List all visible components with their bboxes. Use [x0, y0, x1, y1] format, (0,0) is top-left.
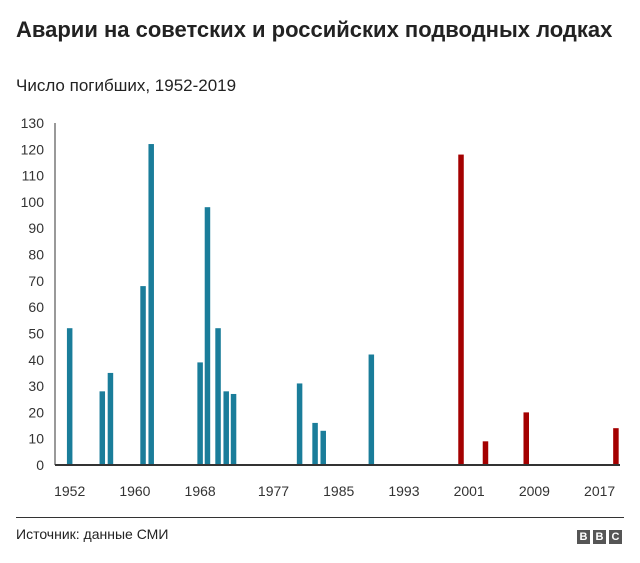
bar-soviet-9: [230, 393, 237, 465]
y-tick-label: 30: [28, 378, 44, 394]
x-tick-label: 1977: [258, 483, 289, 499]
bar-soviet-8: [223, 391, 229, 465]
bar-soviet-4: [148, 144, 154, 466]
bbc-logo: B B C: [577, 530, 622, 544]
bar-soviet-5: [197, 362, 203, 465]
y-tick-label: 110: [22, 168, 45, 184]
bar-russian-3: [613, 428, 619, 465]
y-tick-label: 10: [28, 431, 44, 447]
footer-divider: [16, 517, 624, 518]
y-tick-label: 80: [28, 247, 44, 263]
chart-subtitle: Число погибших, 1952-2019: [16, 76, 237, 95]
bar-russian-1: [482, 441, 489, 465]
x-tick-label: 1985: [323, 483, 354, 499]
x-tick-label: 1993: [388, 483, 419, 499]
x-tick-label: 2017: [584, 483, 615, 499]
bar-soviet-12: [320, 430, 326, 465]
y-tick-label: 60: [28, 299, 44, 315]
bar-soviet-10: [296, 383, 303, 465]
bbc-logo-letter-3: C: [609, 530, 622, 544]
source-note: Источник: данные СМИ: [16, 526, 169, 542]
chart-title: Аварии на советских и российских подводн…: [16, 17, 613, 42]
bar-russian-0: [458, 154, 464, 466]
bbc-logo-letter-2: B: [593, 530, 606, 544]
y-tick-label: 100: [21, 194, 45, 210]
y-tick-label: 70: [28, 273, 44, 289]
bar-soviet-1: [99, 391, 106, 465]
x-tick-label: 2001: [454, 483, 485, 499]
x-tick-label: 1960: [119, 483, 150, 499]
y-tick-label: 120: [21, 141, 45, 157]
bar-soviet-11: [312, 422, 318, 465]
bar-soviet-13: [368, 354, 375, 465]
y-tick-label: 50: [28, 325, 44, 341]
x-tick-label: 1952: [54, 483, 85, 499]
y-tick-label: 90: [28, 220, 44, 236]
bar-soviet-7: [215, 328, 221, 465]
bar-chart: 0 10 20 30 40 50 60 70 80 90 100 110 120 130 1952 1960 1…: [21, 115, 620, 499]
x-tick-label: 2009: [519, 483, 550, 499]
bar-soviet-6: [204, 207, 211, 465]
x-tick-label: 1968: [185, 483, 216, 499]
bar-soviet-0: [66, 328, 73, 465]
bar-soviet-3: [140, 286, 146, 465]
y-tick-label: 0: [36, 457, 44, 473]
bar-russian-2: [523, 412, 529, 465]
bbc-logo-letter-1: B: [577, 530, 590, 544]
bar-soviet-2: [107, 372, 114, 465]
y-tick-label: 130: [21, 115, 45, 131]
y-tick-label: 20: [28, 404, 44, 420]
y-tick-label: 40: [28, 352, 44, 368]
